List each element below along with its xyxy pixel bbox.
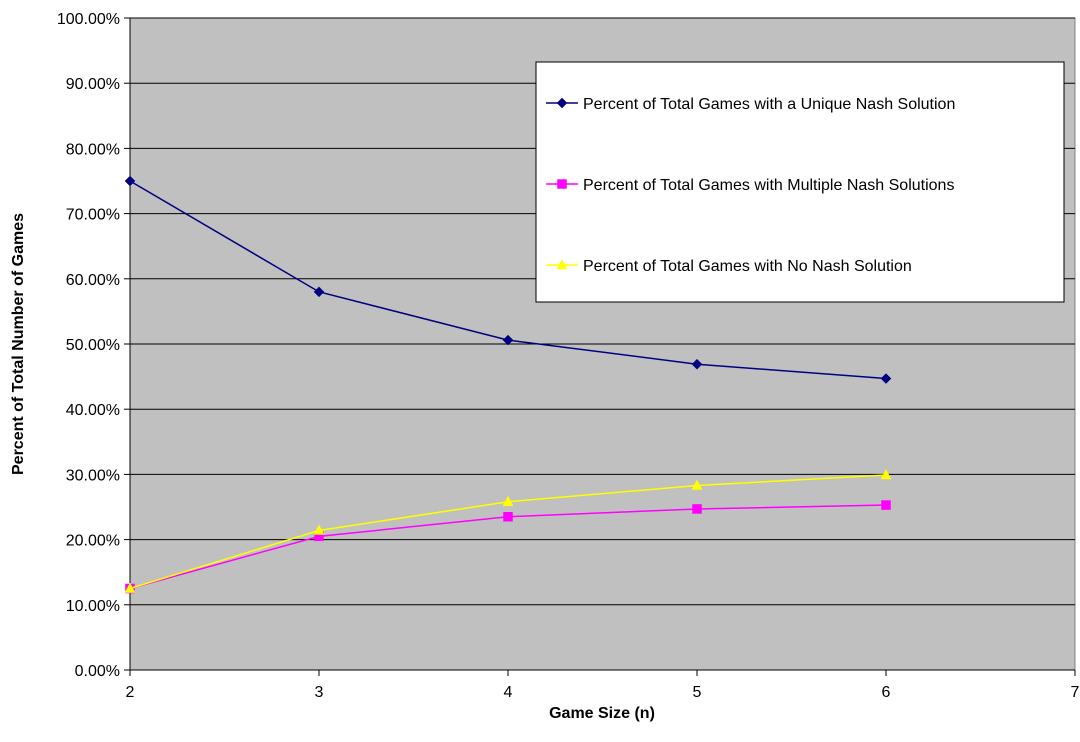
data-point — [502, 495, 514, 507]
legend-marker — [557, 179, 567, 189]
series-3 — [124, 469, 892, 593]
data-point — [503, 512, 513, 522]
x-tick-label: 5 — [693, 684, 702, 701]
y-tick-label: 90.00% — [66, 76, 120, 93]
data-point — [880, 469, 892, 480]
y-tick-label: 10.00% — [66, 598, 120, 615]
data-point — [502, 334, 514, 346]
legend-label: Percent of Total Games with No Nash Solu… — [583, 258, 912, 275]
x-tick-label: 2 — [126, 684, 135, 701]
y-tick-label: 100.00% — [57, 11, 120, 28]
y-tick-label: 80.00% — [66, 141, 120, 158]
y-axis-title: Percent of Total Number of Games — [10, 213, 27, 475]
data-point — [692, 504, 702, 514]
legend-entry-2: Percent of Total Games with Multiple Nas… — [546, 177, 954, 194]
data-point — [691, 479, 703, 490]
series-lines — [124, 175, 892, 594]
x-tick-label: 7 — [1071, 684, 1080, 701]
legend-label: Percent of Total Games with a Unique Nas… — [583, 96, 955, 113]
y-tick-label: 30.00% — [66, 467, 120, 484]
data-point — [124, 175, 136, 187]
legend: Percent of Total Games with a Unique Nas… — [535, 61, 1065, 303]
data-point — [691, 358, 703, 370]
legend-marker — [556, 258, 568, 270]
x-tick-labels: 2 3 4 5 6 7 — [126, 684, 1080, 701]
legend-box — [535, 61, 1065, 303]
legend-entries: Percent of Total Games with a Unique Nas… — [546, 96, 955, 275]
y-tick-label: 0.00% — [75, 663, 120, 680]
axes — [124, 17, 1076, 676]
y-tick-label: 50.00% — [66, 337, 120, 354]
y-tick-label: 20.00% — [66, 533, 120, 550]
legend-label: Percent of Total Games with Multiple Nas… — [583, 177, 954, 194]
y-tick-labels: 0.00% 10.00% 20.00% 30.00% 40.00% 50.00% 60.00… — [57, 11, 120, 680]
data-point — [880, 373, 892, 384]
legend-marker — [556, 97, 568, 109]
data-point — [313, 286, 325, 298]
y-tick-label: 40.00% — [66, 402, 120, 419]
x-axis-title: Game Size (n) — [549, 705, 655, 722]
data-point — [881, 500, 891, 510]
data-point — [124, 582, 136, 593]
series-1 — [124, 175, 892, 384]
legend-entry-3: Percent of Total Games with No Nash Solu… — [546, 258, 912, 275]
x-tick-label: 6 — [882, 684, 891, 701]
data-point — [313, 524, 325, 535]
x-tick-label: 4 — [504, 684, 513, 701]
x-tick-label: 3 — [315, 684, 324, 701]
legend-entry-1: Percent of Total Games with a Unique Nas… — [546, 96, 955, 113]
y-tick-label: 60.00% — [66, 272, 120, 289]
y-tick-label: 70.00% — [66, 207, 120, 224]
